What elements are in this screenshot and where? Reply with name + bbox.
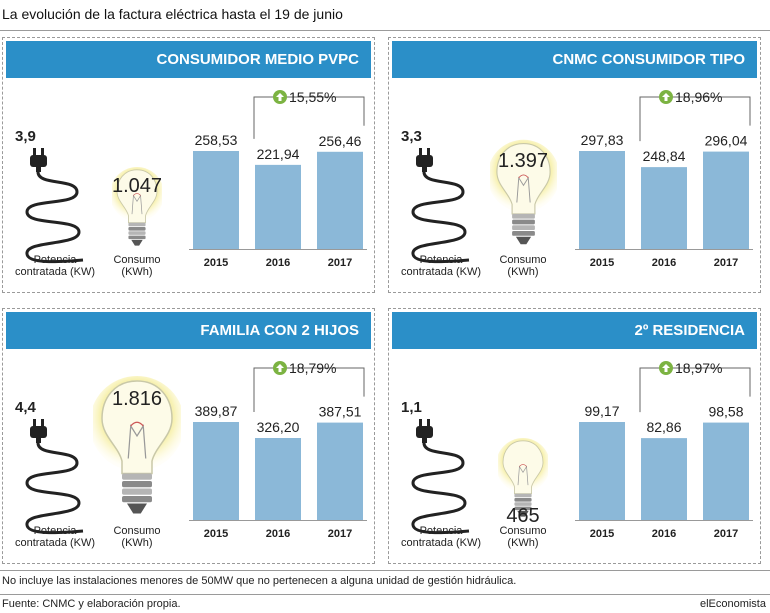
bar-value-label: 256,46: [319, 133, 362, 149]
bar-2017: [317, 422, 363, 520]
light-bulb-icon: [490, 136, 557, 250]
panel-header: CNMC CONSUMIDOR TIPO: [392, 41, 757, 78]
change-percent: 18,96%: [675, 89, 722, 105]
change-percent: 18,97%: [675, 360, 722, 376]
consumption-value: 465: [506, 505, 540, 527]
power-label: Potencia contratada (KW): [400, 254, 482, 278]
category-label-2016: 2016: [266, 528, 290, 540]
chart-area: 258,53 2015 221,94 2016 256,46 2017 15,55%: [185, 83, 375, 293]
panel-header: FAMILIA CON 2 HIJOS: [6, 312, 371, 349]
change-bracket: [253, 96, 365, 139]
bar-2016: [641, 167, 687, 249]
bar-chart: 258,53 2015 221,94 2016 256,46 2017 15,55%: [189, 89, 367, 269]
consumption-label: Consumo (KWh): [113, 525, 161, 549]
change-bracket: [639, 367, 751, 413]
bar-2015: [193, 151, 239, 249]
category-label-2015: 2015: [204, 528, 228, 540]
panel-header: 2º RESIDENCIA: [392, 312, 757, 349]
change-percent: 15,55%: [289, 89, 336, 105]
bar-value-label: 389,87: [195, 403, 238, 419]
power-label: Potencia contratada (KW): [14, 254, 96, 278]
chart-area: 389,87 2015 326,20 2016 387,51 2017 18,79%: [185, 354, 375, 564]
bar-2017: [703, 422, 749, 520]
category-label-2017: 2017: [714, 528, 738, 540]
bar-value-label: 258,53: [195, 132, 238, 148]
bar-chart: 99,17 2015 82,86 2016 98,58 2017 18,97%: [575, 360, 753, 540]
power-label: Potencia contratada (KW): [400, 525, 482, 549]
category-label-2016: 2016: [652, 528, 676, 540]
plug-icon: [19, 419, 89, 539]
light-bulb-icon: [498, 435, 548, 521]
bar-value-label: 82,86: [646, 419, 681, 435]
panel-3: FAMILIA CON 2 HIJOS 4,4 Potencia contratada…: [2, 308, 375, 564]
bar-2016: [641, 438, 687, 520]
category-label-2016: 2016: [266, 257, 290, 269]
consumption-label: Consumo (KWh): [113, 254, 161, 278]
category-label-2017: 2017: [328, 528, 352, 540]
panel-1: CONSUMIDOR MEDIO PVPC 3,9 Potencia contrata…: [2, 37, 375, 293]
change-bracket: [639, 96, 751, 142]
bar-value-label: 248,84: [643, 148, 686, 164]
plug-icon: [405, 148, 475, 268]
brand-logo: elEconomista: [699, 598, 766, 610]
bar-chart: 389,87 2015 326,20 2016 387,51 2017 18,79%: [189, 360, 367, 540]
bar-value-label: 99,17: [584, 403, 619, 419]
consumption-value: 1.047: [111, 175, 163, 198]
power-value: 4,4: [15, 399, 36, 416]
bar-2015: [193, 422, 239, 520]
bar-value-label: 296,04: [705, 133, 748, 149]
chart-area: 99,17 2015 82,86 2016 98,58 2017 18,97%: [571, 354, 761, 564]
bar-value-label: 326,20: [257, 419, 300, 435]
category-label-2017: 2017: [714, 257, 738, 269]
power-label: Potencia contratada (KW): [14, 525, 96, 549]
light-bulb-icon: [112, 164, 162, 250]
plug-icon: [19, 148, 89, 268]
power-value: 3,9: [15, 128, 36, 145]
consumption-label: Consumo (KWh): [499, 525, 547, 549]
power-value: 3,3: [401, 128, 422, 145]
bar-value-label: 221,94: [257, 146, 300, 162]
category-label-2017: 2017: [328, 257, 352, 269]
category-label-2015: 2015: [590, 528, 614, 540]
panel-header: CONSUMIDOR MEDIO PVPC: [6, 41, 371, 78]
bar-2016: [255, 438, 301, 520]
category-label-2015: 2015: [204, 257, 228, 269]
bar-value-label: 297,83: [581, 132, 624, 148]
chart-area: 297,83 2015 248,84 2016 296,04 2017 18,96%: [571, 83, 761, 293]
bar-value-label: 387,51: [319, 404, 362, 420]
change-bracket: [253, 367, 365, 413]
bar-2015: [579, 422, 625, 520]
footnote: No incluye las instalaciones menores de …: [2, 575, 517, 587]
consumption-value: 1.816: [111, 387, 163, 410]
footnote-divider: [0, 570, 770, 571]
title-divider: [0, 30, 770, 31]
panel-2: CNMC CONSUMIDOR TIPO 3,3 Potencia contratad…: [388, 37, 761, 293]
consumption-value: 1.397: [497, 149, 549, 172]
power-value: 1,1: [401, 399, 422, 416]
panel-4: 2º RESIDENCIA 1,1 Potencia contratada (KW) 4…: [388, 308, 761, 564]
source-divider: [0, 594, 770, 595]
plug-icon: [405, 419, 475, 539]
light-bulb-icon: [93, 371, 181, 521]
bar-2017: [317, 151, 363, 249]
bar-2016: [255, 164, 301, 249]
consumption-label: Consumo (KWh): [499, 254, 547, 278]
source-note: Fuente: CNMC y elaboración propia.: [2, 598, 181, 610]
bar-2017: [703, 151, 749, 249]
bar-chart: 297,83 2015 248,84 2016 296,04 2017 18,96%: [575, 89, 753, 269]
bar-2015: [579, 151, 625, 249]
bar-value-label: 98,58: [708, 404, 743, 420]
change-percent: 18,79%: [289, 360, 336, 376]
category-label-2015: 2015: [590, 257, 614, 269]
page-title: La evolución de la factura eléctrica has…: [2, 6, 343, 22]
category-label-2016: 2016: [652, 257, 676, 269]
